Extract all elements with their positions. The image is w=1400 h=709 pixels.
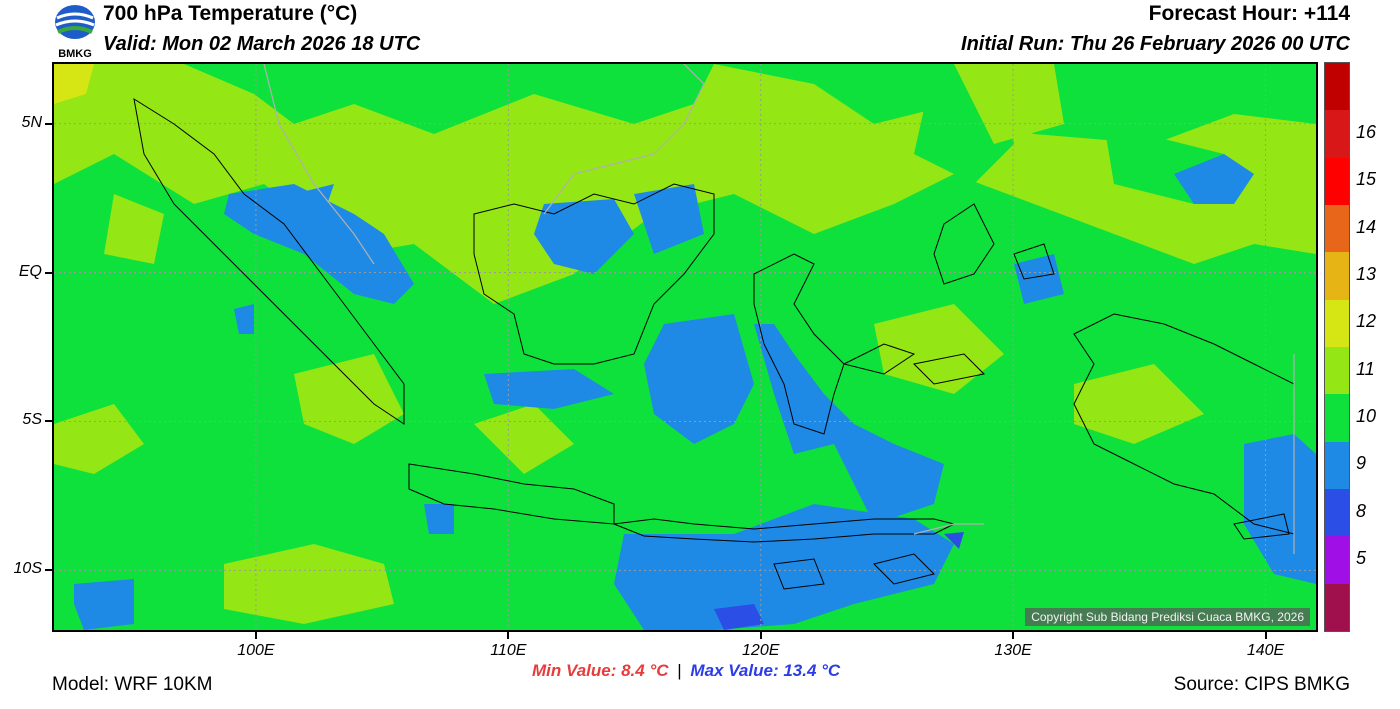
lat-label: 5S xyxy=(22,411,42,429)
initial-run: Initial Run: Thu 26 February 2026 00 UTC xyxy=(961,33,1350,55)
lon-label: 110E xyxy=(490,642,527,659)
lon-tick xyxy=(1012,632,1015,639)
field-11-patches xyxy=(54,64,1204,624)
colorbar xyxy=(1324,62,1350,632)
lon-tick xyxy=(507,632,510,639)
field-9 xyxy=(74,154,1316,630)
colorbar-label: 9 xyxy=(1356,453,1367,474)
lon-tick xyxy=(1264,632,1267,639)
min-max-values: Min Value: 8.4 °C | Max Value: 13.4 °C xyxy=(532,661,840,681)
colorbar-segment xyxy=(1325,536,1349,585)
min-value: Min Value: 8.4 °C xyxy=(532,661,669,680)
colorbar-label: 10 xyxy=(1356,406,1377,426)
lat-tick xyxy=(45,271,52,274)
colorbar-label: 14 xyxy=(1356,216,1377,237)
temperature-map[interactable]: Copyright Sub Bidang Prediksi Cuaca BMKG… xyxy=(52,62,1318,632)
colorbar-label: 5 xyxy=(1356,548,1367,568)
lon-label: 140E xyxy=(1246,642,1285,659)
lat-tick xyxy=(45,569,52,572)
colorbar-label: 15 xyxy=(1356,169,1377,190)
lat-label: 5N xyxy=(21,113,42,131)
bmkg-logo: BMKG xyxy=(55,5,95,60)
colorbar-segment xyxy=(1325,441,1349,490)
colorbar-segment xyxy=(1325,489,1349,537)
copyright-notice: Copyright Sub Bidang Prediksi Cuaca BMKG… xyxy=(1025,608,1310,626)
colorbar-segment xyxy=(1325,157,1349,206)
coastlines xyxy=(133,97,1295,590)
colorbar-segment xyxy=(1325,252,1349,301)
colorbar-label: 12 xyxy=(1356,311,1377,332)
model-name: Model: WRF 10KM xyxy=(52,674,213,695)
svg-text:BMKG: BMKG xyxy=(58,48,92,60)
colorbar-segment xyxy=(1325,583,1349,632)
colorbar-segment xyxy=(1325,299,1349,348)
colorbar-label: 8 xyxy=(1356,500,1367,521)
data-source: Source: CIPS BMKG xyxy=(1173,674,1350,695)
separator: | xyxy=(677,661,682,680)
map-title: 700 hPa Temperature (°C) xyxy=(103,2,358,25)
colorbar-label: 11 xyxy=(1356,358,1375,379)
field-8 xyxy=(714,532,964,630)
lon-label: 130E xyxy=(994,642,1032,659)
lat-label: EQ xyxy=(18,262,42,280)
borders xyxy=(263,64,1295,554)
lat-label: 10S xyxy=(13,560,42,578)
lat-tick xyxy=(45,420,52,423)
max-value: Max Value: 13.4 °C xyxy=(690,661,841,680)
forecast-hour: Forecast Hour: +114 xyxy=(1148,2,1350,25)
lon-tick xyxy=(759,632,762,639)
colorbar-segment xyxy=(1325,63,1349,111)
lon-label: 120E xyxy=(742,642,780,659)
lon-label: 100E xyxy=(237,642,275,659)
colorbar-segment xyxy=(1325,205,1349,253)
colorbar-label: 16 xyxy=(1356,122,1377,142)
lat-tick xyxy=(45,122,52,125)
valid-time: Valid: Mon 02 March 2026 18 UTC xyxy=(103,33,421,55)
lon-tick xyxy=(254,632,257,639)
temperature-field xyxy=(54,64,1316,630)
colorbar-segment xyxy=(1325,347,1349,395)
colorbar-label: 13 xyxy=(1356,264,1377,284)
colorbar-segment xyxy=(1325,110,1349,159)
colorbar-segment xyxy=(1325,394,1349,443)
